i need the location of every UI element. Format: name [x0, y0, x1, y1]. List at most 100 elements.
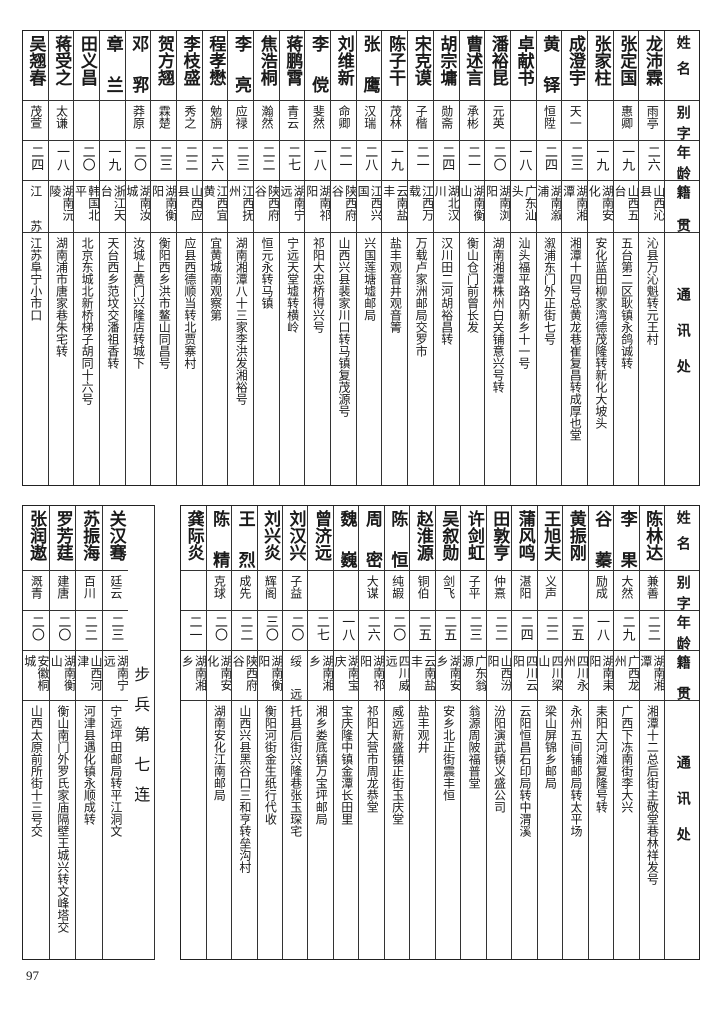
addr-cell: 祁阳大忠桥得兴号 [305, 233, 330, 485]
name-text: 刘兴炎 [260, 510, 281, 561]
native-cell: 湖南衡山 [459, 181, 485, 233]
name-cell: 潘裕昆 [485, 31, 510, 101]
alias-cell: 霖楚 [151, 101, 176, 141]
native-cell: 山西汾阳 [486, 651, 512, 701]
addr-cell: 山西太原前所街十三号交 [23, 701, 49, 959]
age-text: 二九 [619, 615, 635, 641]
alias-text: 剑飞 [441, 575, 456, 599]
addr-text: 衡阳河街金生纸行代收 [263, 705, 278, 825]
alias-text: 元英 [491, 105, 506, 129]
alias-cell: 斐然 [305, 101, 331, 141]
age-text: 一八 [310, 145, 326, 171]
age-cell: 二〇 [206, 611, 232, 651]
native-text: 江苏 [28, 185, 43, 232]
age-cell: 二〇 [485, 141, 510, 181]
person-column: 罗芳莛 建唐 二〇 湖南衡山 衡山南门外罗氏家庙隔壁王城兴转文峰塔交 [48, 506, 75, 959]
header-alias-text: 别字 [674, 105, 691, 140]
alias-text: 秀之 [182, 105, 197, 129]
native-text: 湖南耒阳 [588, 655, 614, 691]
alias-text: 勋斋 [439, 105, 454, 129]
native-cell: 湖南汝城 [125, 181, 151, 233]
native-cell: 湖南宁远 [102, 651, 128, 701]
alias-cell: 子益 [282, 571, 308, 611]
name-cell: 田义昌 [74, 31, 99, 101]
native-text: 湖南安化 [206, 655, 232, 691]
name-text: 贺方翘 [153, 35, 174, 86]
roster-table-bottom: 姓名 别字 年龄 籍贯 通讯处 陈林达 兼善 二二 湖南湘潭 湘潭十二总后街主敬堂巷林祥发号 李果大… [180, 505, 700, 960]
age-cell: 二三 [151, 141, 176, 181]
native-cell: 安徽桐城 [23, 651, 49, 701]
header-native-text: 籍贯 [674, 655, 691, 700]
name-text: 陈子干 [385, 35, 406, 86]
age-cell: 二三 [461, 611, 486, 651]
name-text: 曾济远 [311, 510, 332, 561]
native-text: 广东汕头 [510, 185, 536, 221]
native-text: 广东翁源 [461, 655, 486, 691]
alias-cell: 青云 [279, 101, 305, 141]
name-text: 陈精 [209, 510, 230, 568]
header-alias-cell: 别字 [665, 571, 699, 611]
name-text: 蒋鹏霄 [282, 35, 303, 86]
person-column: 曹述言 承彬 二一 湖南衡山 衡山仓门前曾长发 [458, 31, 485, 485]
name-cell: 胡宗墉 [433, 31, 459, 101]
age-cell: 二一 [408, 141, 433, 181]
person-column: 苏振海 百川 二二 山西河津 河津县遇化镇永顺成转 [75, 506, 102, 959]
age-text: 三〇 [262, 615, 278, 641]
alias-cell: 成先 [232, 571, 257, 611]
native-cell: 江西万载 [408, 181, 433, 233]
native-text: 山西河津 [76, 655, 102, 691]
native-text: 湖南沅陵 [48, 185, 74, 221]
person-column: 陈恒 纯嘏 二〇 四川威远 威远新盛镇正街玉庆堂 [383, 506, 410, 959]
native-cell: 湖南浏阳 [485, 181, 510, 233]
alias-text: 克球 [212, 575, 227, 599]
age-text: 二七 [285, 145, 301, 171]
age-cell: 二二 [639, 611, 664, 651]
person-column: 张家柱 一九 湖南安化 安化蓝田柳家湾德茂隆转新化大坡头 [586, 31, 613, 485]
name-cell: 陈子干 [382, 31, 408, 101]
name-cell: 李亮 [228, 31, 253, 101]
age-text: 二三 [156, 145, 172, 171]
header-addr-text: 通讯处 [674, 287, 691, 395]
age-text: 二二 [81, 615, 97, 641]
name-text: 陈恒 [387, 510, 408, 568]
name-cell: 吴翘春 [22, 31, 48, 101]
addr-cell: 万载卢家洲邮局交罗市 [408, 233, 433, 485]
name-cell: 蒋受之 [48, 31, 74, 101]
addr-cell: 盐丰观井 [410, 701, 434, 959]
name-text: 谷蓁 [591, 510, 612, 568]
native-cell: 陕西府谷 [254, 181, 279, 233]
alias-cell: 天一 [562, 101, 587, 141]
native-cell: 四川威远 [384, 651, 410, 701]
alias-text: 青云 [285, 105, 300, 129]
age-cell: 二四 [433, 141, 459, 181]
native-cell: 江苏 [22, 181, 48, 233]
alias-cell: 勉旃 [202, 101, 228, 141]
person-column: 黄铎 恒陞 二四 湖南溆浦 溆浦东门外正街七号 [535, 31, 562, 485]
native-text: 安徽桐城 [23, 655, 49, 691]
alias-cell: 茂林 [382, 101, 408, 141]
name-text: 刘汉兴 [285, 510, 306, 561]
age-cell: 二二 [232, 611, 257, 651]
unit-title: 步兵第七连 [127, 505, 155, 960]
age-text: 二五 [441, 615, 457, 641]
native-text: 陕西府谷 [254, 185, 279, 221]
native-cell: 山西河津 [76, 651, 102, 701]
native-text: 湖南汝城 [125, 185, 151, 221]
person-column: 谷蓁 励成 一八 湖南耒阳 耒阳大河滩复隆号转 [587, 506, 614, 959]
name-text: 李果 [616, 510, 637, 568]
age-cell: 二七 [308, 611, 333, 651]
age-cell: 一九 [587, 141, 613, 181]
addr-text: 汾阳演武镇义盛公司 [492, 705, 507, 813]
name-text: 潘裕昆 [487, 35, 508, 86]
person-column: 王旭夫 义声 二二 四川梁山 梁山屏锦乡邮局 [536, 506, 563, 959]
alias-cell: 茂萱 [22, 101, 48, 141]
name-text: 苏振海 [79, 510, 100, 561]
person-column: 蒲风鸣 湛阳 二四 四川云阳 云阳恒昌石印局转中渭溪 [511, 506, 537, 959]
name-cell: 卓献书 [510, 31, 536, 101]
native-text: 湖南溆浦 [536, 185, 562, 221]
age-text: 二〇 [28, 615, 44, 641]
addr-text: 汉川田二河胡裕昌转 [439, 237, 454, 345]
addr-cell: 五台第二区耿镇永鸽诚转 [614, 233, 639, 485]
name-text: 张家柱 [590, 35, 611, 86]
name-text: 吴叙勋 [438, 510, 459, 561]
